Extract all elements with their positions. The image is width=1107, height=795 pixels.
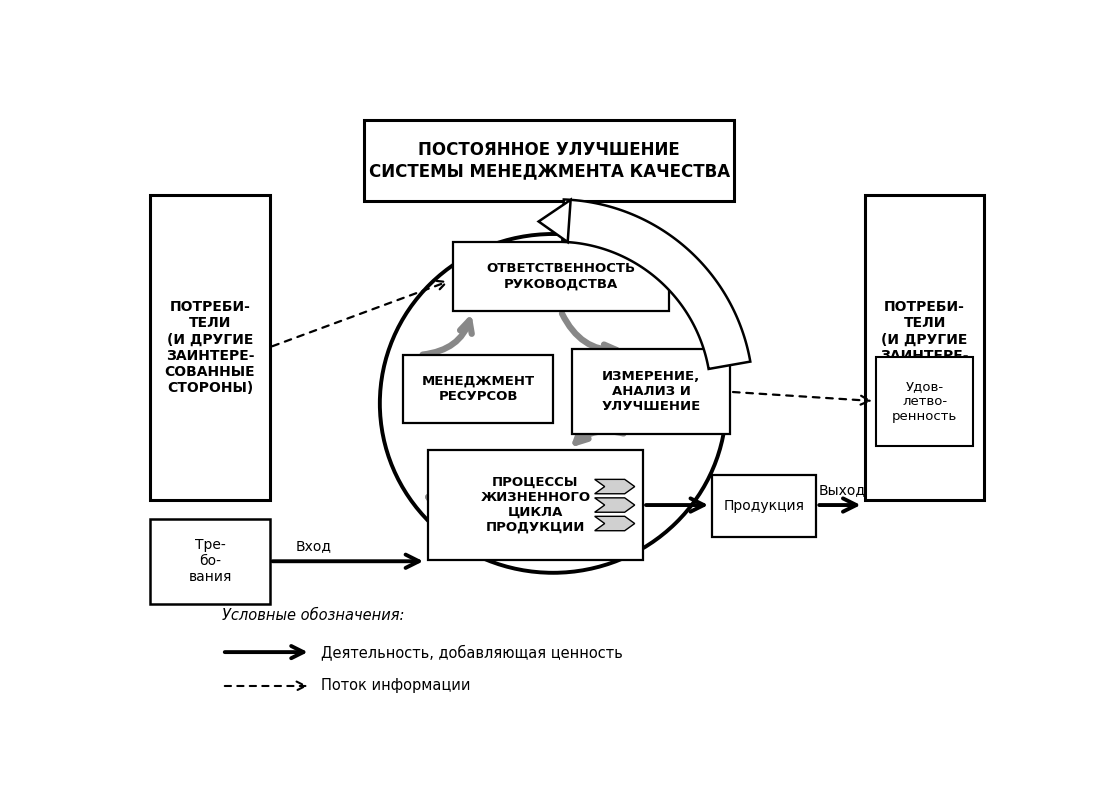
Bar bbox=[713, 475, 817, 537]
Text: Выход: Выход bbox=[819, 483, 866, 498]
Text: Продукция: Продукция bbox=[724, 498, 805, 513]
Text: Условные обозначения:: Условные обозначения: bbox=[223, 608, 404, 622]
Text: ПРОЦЕССЫ
ЖИЗНЕННОГО
ЦИКЛА
ПРОДУКЦИИ: ПРОЦЕССЫ ЖИЗНЕННОГО ЦИКЛА ПРОДУКЦИИ bbox=[480, 476, 590, 534]
Text: ИЗМЕРЕНИЕ,
АНАЛИЗ И
УЛУЧШЕНИЕ: ИЗМЕРЕНИЕ, АНАЛИЗ И УЛУЧШЕНИЕ bbox=[601, 370, 701, 413]
Polygon shape bbox=[562, 200, 751, 369]
Text: ПОТРЕБИ-
ТЕЛИ
(И ДРУГИЕ
ЗАИНТЕРЕ-
СОВАННЫЕ
СТОРОНЫ): ПОТРЕБИ- ТЕЛИ (И ДРУГИЕ ЗАИНТЕРЕ- СОВАНН… bbox=[879, 300, 970, 395]
Text: Удов-
летво-
ренность: Удов- летво- ренность bbox=[892, 380, 958, 423]
Bar bbox=[877, 357, 973, 446]
Bar bbox=[865, 196, 984, 499]
Text: Деятельность, добавляющая ценность: Деятельность, добавляющая ценность bbox=[321, 644, 622, 660]
Bar bbox=[453, 242, 669, 311]
Polygon shape bbox=[594, 479, 634, 494]
Text: Тре-
бо-
вания: Тре- бо- вания bbox=[188, 538, 231, 584]
Text: Поток информации: Поток информации bbox=[321, 678, 470, 693]
Text: ОТВЕТСТВЕННОСТЬ
РУКОВОДСТВА: ОТВЕТСТВЕННОСТЬ РУКОВОДСТВА bbox=[486, 262, 635, 290]
Text: ПОТРЕБИ-
ТЕЛИ
(И ДРУГИЕ
ЗАИНТЕРЕ-
СОВАННЫЕ
СТОРОНЫ): ПОТРЕБИ- ТЕЛИ (И ДРУГИЕ ЗАИНТЕРЕ- СОВАНН… bbox=[165, 300, 256, 395]
Text: МЕНЕДЖМЕНТ
РЕСУРСОВ: МЕНЕДЖМЕНТ РЕСУРСОВ bbox=[422, 374, 535, 403]
Bar bbox=[572, 350, 731, 434]
Bar bbox=[427, 451, 643, 560]
Text: ПОСТОЯННОЕ УЛУЧШЕНИЕ
СИСТЕМЫ МЕНЕДЖМЕНТА КАЧЕСТВА: ПОСТОЯННОЕ УЛУЧШЕНИЕ СИСТЕМЫ МЕНЕДЖМЕНТА… bbox=[369, 141, 730, 180]
Ellipse shape bbox=[380, 234, 726, 573]
Bar bbox=[403, 355, 554, 423]
Polygon shape bbox=[594, 516, 634, 531]
Polygon shape bbox=[594, 498, 634, 512]
Text: Вход: Вход bbox=[296, 540, 331, 553]
Polygon shape bbox=[539, 200, 570, 242]
Bar bbox=[151, 519, 270, 603]
Bar bbox=[364, 120, 734, 201]
Bar bbox=[151, 196, 270, 499]
